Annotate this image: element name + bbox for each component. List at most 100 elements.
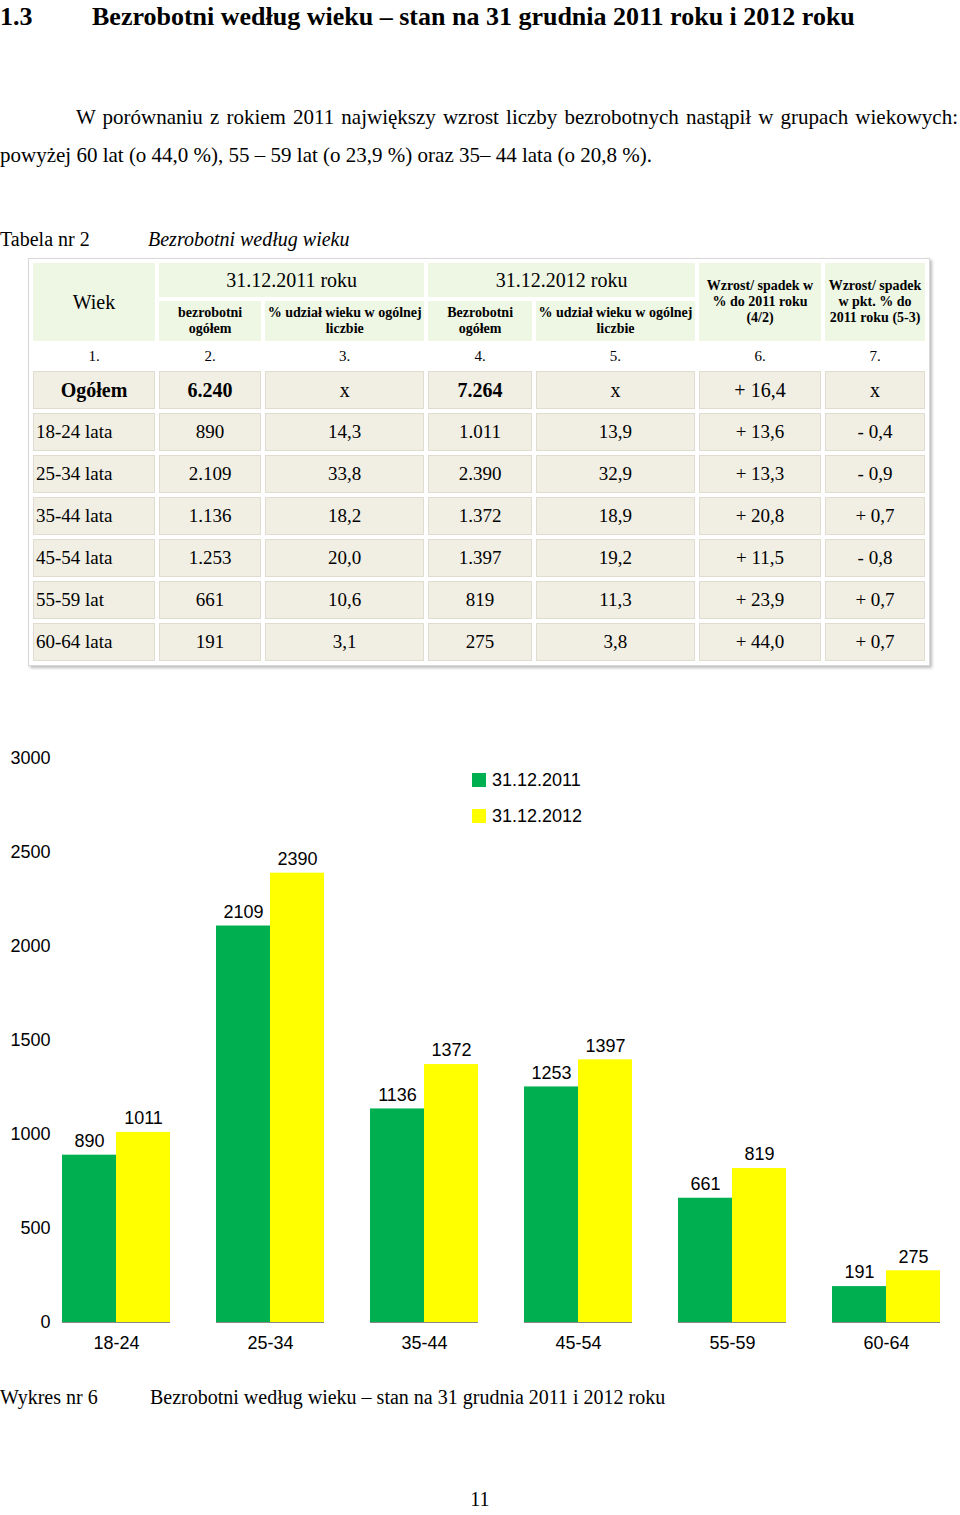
html-text:11: 11	[470, 1488, 490, 1510]
html-text:- 0,9: - 0,9	[857, 463, 893, 484]
html-text:19,2: 19,2	[598, 547, 633, 568]
html-text:20,0: 20,0	[328, 547, 362, 568]
html-text:3.: 3.	[339, 347, 351, 364]
html-text:bezrobotni ogółem: bezrobotni ogółem	[178, 305, 243, 336]
html-text:Bezrobotni według wieku – stan: Bezrobotni według wieku – stan na 31 gru…	[150, 1386, 666, 1408]
svg-text:0: 0	[40, 1312, 50, 1332]
html-text:3,8: 3,8	[603, 631, 628, 652]
html-text:1.136: 1.136	[188, 505, 232, 526]
html-text:31.12.2011: 31.12.2011	[492, 769, 581, 790]
html-text:7.: 7.	[869, 347, 881, 364]
html-text:- 0,4: - 0,4	[857, 421, 893, 442]
svg-text:890: 890	[74, 1131, 104, 1151]
html-text:18,2: 18,2	[328, 505, 362, 526]
svg-text:18-24: 18-24	[93, 1333, 139, 1353]
html-text:13,9: 13,9	[598, 421, 633, 442]
html-text:Bezrobotni według wieku: Bezrobotni według wieku	[148, 228, 350, 250]
svg-text:2390: 2390	[277, 849, 317, 869]
html-text:60-64 lata: 60-64 lata	[36, 631, 113, 652]
html-text:+ 23,9: + 23,9	[735, 589, 785, 610]
html-text:% udział wieku w ogólnej liczb: % udział wieku w ogólnej liczbie	[538, 305, 693, 336]
html-text:45-54 lata: 45-54 lata	[36, 547, 113, 568]
html-text:1.011: 1.011	[459, 421, 502, 442]
html-text:+ 13,3: + 13,3	[735, 463, 785, 484]
html-text:890: 890	[195, 421, 225, 442]
html-text:1.372: 1.372	[458, 505, 502, 526]
html-text:- 0,8: - 0,8	[857, 547, 893, 568]
svg-text:2500: 2500	[10, 842, 50, 862]
html-text:2.390: 2.390	[458, 463, 502, 484]
html-text:1.3: 1.3	[0, 2, 33, 31]
html-text:35-44 lata: 35-44 lata	[36, 505, 113, 526]
svg-text:1253: 1253	[531, 1063, 571, 1083]
html-text:14,3: 14,3	[328, 421, 362, 442]
svg-text:500: 500	[20, 1218, 50, 1238]
svg-text:1397: 1397	[585, 1036, 625, 1056]
html-text:10,6: 10,6	[328, 589, 362, 610]
html-text:2.: 2.	[204, 347, 216, 364]
svg-text:3000: 3000	[10, 748, 50, 768]
html-text:31.12.2012: 31.12.2012	[492, 805, 583, 826]
html-text:18-24 lata: 18-24 lata	[36, 421, 113, 442]
svg-text:1372: 1372	[431, 1040, 471, 1060]
html-text:Bezrobotni ogółem: Bezrobotni ogółem	[447, 305, 513, 336]
html-text:x: x	[870, 378, 880, 401]
html-text:4.: 4.	[474, 347, 486, 364]
html-text:Wykres nr 6: Wykres nr 6	[0, 1386, 98, 1408]
html-text:3,1: 3,1	[332, 631, 357, 652]
html-text:Bezrobotni według wieku – stan: Bezrobotni według wieku – stan na 31 gru…	[92, 2, 855, 31]
svg-text:60-64: 60-64	[863, 1333, 909, 1353]
svg-text:191: 191	[844, 1262, 874, 1282]
html-text:32,9: 32,9	[598, 463, 633, 484]
svg-text:1500: 1500	[10, 1030, 50, 1050]
html-text:25-34 lata: 25-34 lata	[36, 463, 113, 484]
html-text:Wzrost/ spadek w pkt. % do 201: Wzrost/ spadek w pkt. % do 2011 roku (5-…	[828, 278, 922, 325]
html-text:275: 275	[465, 631, 495, 652]
html-text:7.264: 7.264	[457, 378, 503, 401]
svg-text:275: 275	[898, 1247, 928, 1267]
html-text:Wiek: Wiek	[72, 290, 116, 313]
html-text:1.397: 1.397	[458, 547, 502, 568]
html-text:W porównaniu z rokiem 2011 naj: W porównaniu z rokiem 2011 największy wz…	[0, 105, 958, 167]
html-text:33,8: 33,8	[328, 463, 362, 484]
svg-text:45-54: 45-54	[555, 1333, 601, 1353]
html-text:Ogółem: Ogółem	[60, 378, 128, 401]
svg-text:1000: 1000	[10, 1124, 50, 1144]
html-text:18,9: 18,9	[598, 505, 633, 526]
svg-text:1136: 1136	[378, 1085, 417, 1105]
html-text:x: x	[339, 378, 350, 401]
svg-text:2109: 2109	[223, 902, 263, 922]
html-text:+ 0,7: + 0,7	[855, 589, 895, 610]
svg-text:55-59: 55-59	[709, 1333, 755, 1353]
svg-text:2000: 2000	[10, 936, 50, 956]
html-text:55-59 lat: 55-59 lat	[36, 589, 105, 610]
html-text:% udział wieku w ogólnej liczb: % udział wieku w ogólnej liczbie	[267, 305, 422, 336]
html-text:+ 11,5: + 11,5	[736, 547, 784, 568]
html-text:+ 0,7: + 0,7	[855, 505, 895, 526]
svg-text:25-34: 25-34	[247, 1333, 293, 1353]
html-text:661: 661	[195, 589, 225, 610]
html-text:+ 0,7: + 0,7	[855, 631, 895, 652]
html-text:6.: 6.	[754, 347, 766, 364]
html-text:x: x	[610, 378, 621, 401]
html-text:+ 20,8: + 20,8	[735, 505, 785, 526]
html-text:31.12.2012 roku: 31.12.2012 roku	[495, 268, 628, 291]
svg-text:661: 661	[690, 1174, 720, 1194]
html-text:2.109: 2.109	[188, 463, 232, 484]
html-text:1.253: 1.253	[188, 547, 232, 568]
html-text:+ 44,0: + 44,0	[735, 631, 785, 652]
html-text:6.240: 6.240	[187, 378, 233, 401]
html-text:191: 191	[195, 631, 225, 652]
svg-text:35-44: 35-44	[401, 1333, 447, 1353]
svg-text:1011: 1011	[124, 1108, 163, 1128]
html-text:11,3: 11,3	[599, 589, 632, 610]
svg-text:819: 819	[744, 1144, 774, 1164]
html-text:+ 13,6: + 13,6	[735, 421, 785, 442]
html-text:5.: 5.	[609, 347, 622, 364]
html-text:+ 16,4: + 16,4	[734, 378, 786, 401]
html-text:Wzrost/ spadek w % do 2011 rok: Wzrost/ spadek w % do 2011 roku (4/2)	[706, 278, 814, 325]
html-text:819: 819	[465, 589, 495, 610]
html-text:1.: 1.	[88, 347, 100, 364]
html-text:31.12.2011 roku: 31.12.2011 roku	[226, 268, 358, 291]
html-text:Tabela nr 2: Tabela nr 2	[0, 228, 90, 250]
